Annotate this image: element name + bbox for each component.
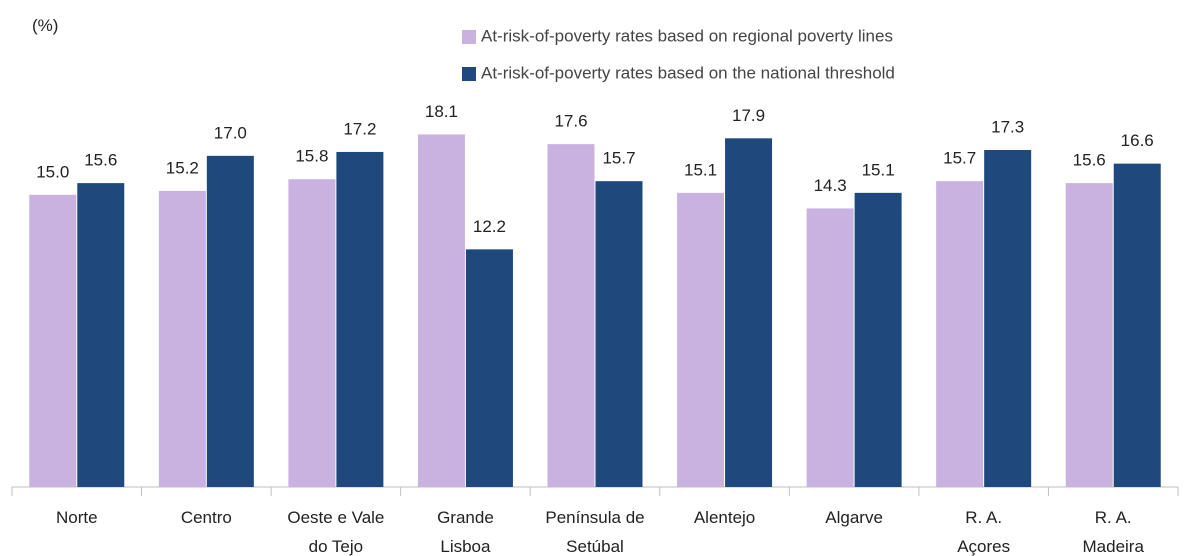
value-label: 15.7 [943,149,976,168]
value-label: 12.2 [473,217,506,236]
bar [158,190,206,488]
x-tick-label: Península de Setúbal [545,508,645,556]
bar [206,155,254,487]
x-tick-label: R. A. Madeira [1082,508,1144,556]
value-label: 16.6 [1121,131,1154,150]
value-label: 17.0 [214,123,247,142]
bar [595,181,643,487]
value-label: 17.3 [991,117,1024,136]
value-label: 17.9 [732,106,765,125]
x-tick-label: Centro [180,508,232,527]
value-label: 17.6 [554,112,587,131]
bar [1113,163,1161,487]
bar [984,149,1032,487]
value-label: 15.1 [684,160,717,179]
bar [806,208,854,487]
bar [854,192,902,488]
bar [29,194,77,488]
x-tick-label: Grande Lisboa [437,508,494,556]
legend-swatch [462,30,476,44]
value-label: 15.7 [602,149,635,168]
bar [336,151,384,487]
bar [1065,183,1113,487]
x-tick-label: Alentejo [693,508,756,527]
value-label: 18.1 [425,102,458,121]
bar [725,138,773,488]
value-label: 15.2 [166,158,199,177]
unit-label: (%) [32,16,59,35]
legend-label: At-risk-of-poverty rates based on the na… [481,63,895,82]
value-label: 15.0 [36,162,69,181]
x-tick-label: Oeste e Vale do Tejo [287,508,385,556]
bar [288,179,336,487]
legend-label: At-risk-of-poverty rates based on region… [481,26,893,45]
bar [547,144,595,488]
bar [417,134,465,488]
value-label: 17.2 [343,119,376,138]
value-label: 15.6 [1073,151,1106,170]
bar [936,181,984,487]
value-label: 15.8 [295,147,328,166]
bar [465,249,513,487]
value-label: 15.1 [862,160,895,179]
value-label: 14.3 [814,176,847,195]
x-tick-label: Algarve [825,508,883,527]
legend-swatch [462,67,476,81]
x-tick-label: Norte [55,508,98,527]
bar [677,192,725,488]
bar [77,183,125,487]
x-tick-label: R. A. Açores [957,508,1011,556]
value-label: 15.6 [84,151,117,170]
